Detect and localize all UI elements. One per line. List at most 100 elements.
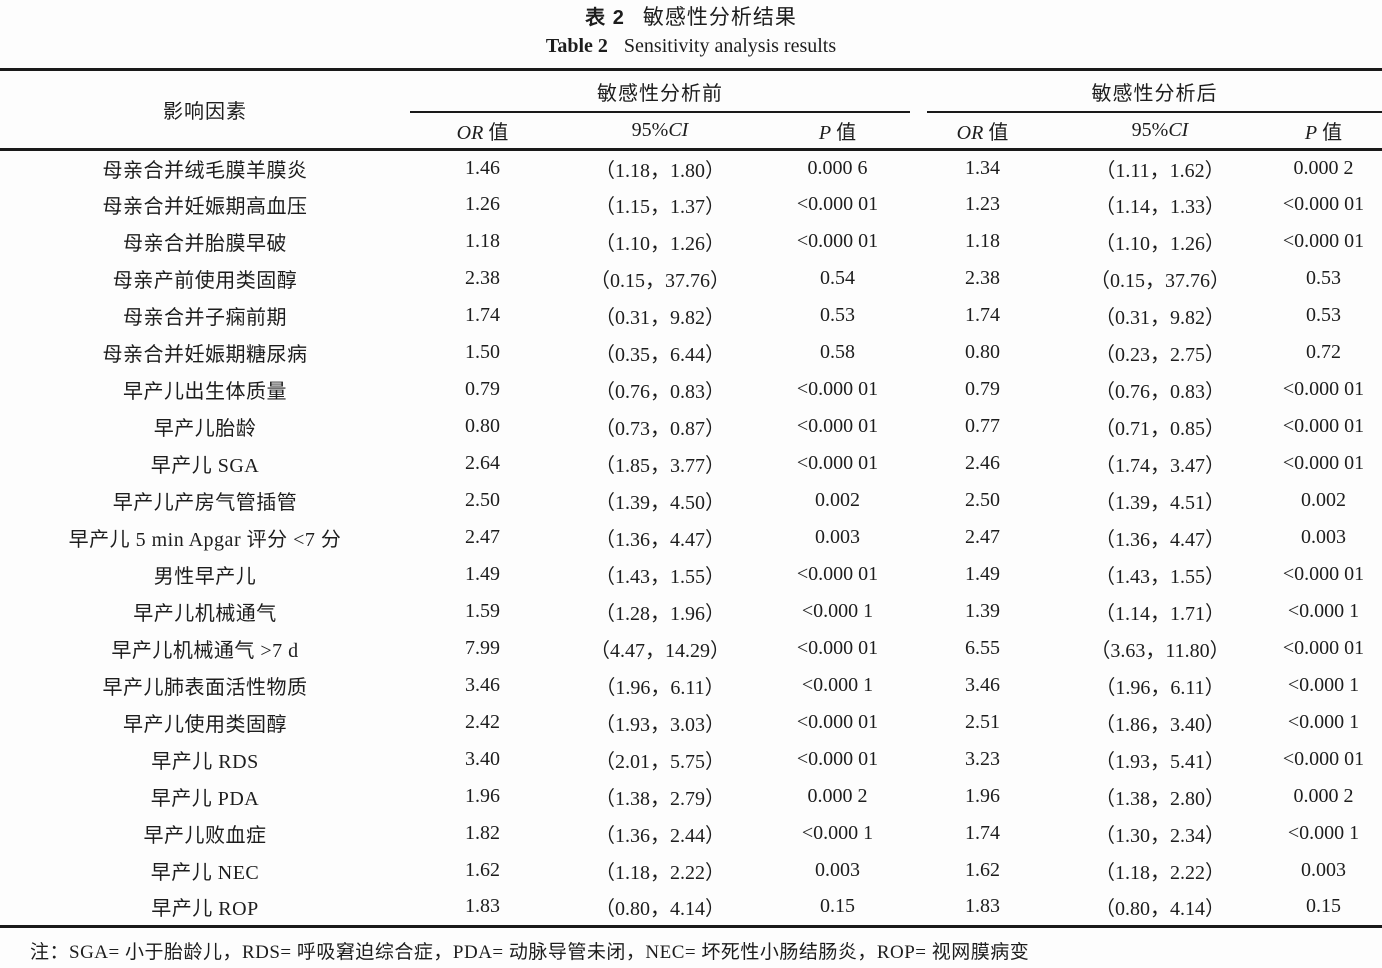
- p-before-cell: <0.000 01: [796, 378, 879, 400]
- or-before-cell: 1.74: [465, 304, 500, 326]
- or-symbol: OR: [956, 121, 984, 144]
- table-row: 早产儿 RDS 3.40 （2.01，5.75） <0.000 01 3.23 …: [0, 741, 1382, 778]
- table-row: 男性早产儿 1.49 （1.43，1.55） <0.000 01 1.49 （1…: [0, 556, 1382, 593]
- factor-cell: 母亲合并妊娠期高血压: [102, 196, 308, 218]
- table-row: 母亲合并胎膜早破 1.18 （1.10，1.26） <0.000 01 1.18…: [0, 223, 1382, 260]
- factor-cell: 早产儿 SGA: [150, 455, 260, 477]
- table-row: 早产儿败血症 1.82 （1.36，2.44） <0.000 1 1.74 （1…: [0, 815, 1382, 852]
- or-before-cell: 2.64: [465, 452, 500, 474]
- table-row: 母亲合并子痫前期 1.74 （0.31，9.82） 0.53 1.74 （0.3…: [0, 297, 1382, 334]
- factor-cell: 早产儿机械通气: [133, 603, 277, 625]
- or-before-cell: 2.50: [465, 489, 500, 511]
- group-header-after: 敏感性分析后: [910, 70, 1382, 113]
- ci-after-cell: （1.36，4.47）: [1095, 529, 1225, 551]
- factor-cell: 早产儿 RDS: [151, 751, 259, 773]
- factor-cell: 早产儿肺表面活性物质: [102, 677, 308, 699]
- ci-before-cell: （0.73，0.87）: [595, 418, 725, 440]
- p-before-cell: <0.000 01: [796, 415, 879, 437]
- factor-cell: 早产儿 NEC: [150, 862, 260, 884]
- p-after-cell: 0.002: [1301, 489, 1347, 511]
- column-header-or-before: OR 值: [410, 113, 555, 151]
- p-after-cell: 0.15: [1265, 889, 1382, 928]
- p-symbol: P: [818, 121, 832, 144]
- ci-after-cell: （1.38，2.80）: [1095, 788, 1225, 810]
- or-before-cell: 1.82: [465, 822, 500, 844]
- or-before-cell: 0.80: [465, 415, 500, 437]
- table-row: 早产儿出生体质量 0.79 （0.76，0.83） <0.000 01 0.79…: [0, 371, 1382, 408]
- ci-after-cell: （0.23，2.75）: [1095, 344, 1225, 366]
- or-after-cell: 1.62: [965, 859, 1000, 881]
- p-after-cell: <0.000 01: [1282, 563, 1365, 585]
- table-header: 影响因素 敏感性分析前 敏感性分析后 OR 值 95%CI P 值 OR 值 9…: [0, 69, 1382, 151]
- or-after-cell: 1.83: [910, 889, 1055, 928]
- factor-cell: 早产儿 5 min Apgar 评分 <7 分: [68, 529, 342, 551]
- table-title-en-text: Sensitivity analysis results: [623, 35, 837, 57]
- factor-cell: 早产儿胎龄: [153, 418, 257, 440]
- ci-before-cell: （1.85，3.77）: [595, 455, 725, 477]
- p-before-cell: <0.000 01: [796, 637, 879, 659]
- p-before-cell: 0.003: [815, 859, 860, 881]
- or-before-cell: 2.47: [465, 526, 500, 548]
- factor-cell: 母亲合并妊娠期糖尿病: [102, 344, 308, 366]
- p-before-cell: 0.53: [820, 304, 855, 326]
- ci-after-cell: （1.74，3.47）: [1095, 455, 1225, 477]
- p-after-cell: 0.003: [1301, 526, 1347, 548]
- ci-after-cell: （1.43，1.55）: [1095, 566, 1225, 588]
- or-after-cell: 1.23: [965, 193, 1000, 215]
- ci-after-cell: （0.71，0.85）: [1095, 418, 1225, 440]
- or-after-cell: 1.39: [965, 600, 1000, 622]
- ci-before-cell: （1.28，1.96）: [595, 603, 725, 625]
- p-word: 值: [1317, 121, 1343, 144]
- ci-after-cell: （1.93，5.41）: [1095, 751, 1225, 773]
- or-after-cell: 1.49: [965, 563, 1000, 585]
- or-after-cell: 3.23: [965, 748, 1000, 770]
- p-after-cell: <0.000 1: [1287, 600, 1360, 622]
- ci-before-cell: （0.35，6.44）: [595, 344, 725, 366]
- ci-before-cell: （0.31，9.82）: [595, 307, 725, 329]
- or-after-cell: 2.50: [965, 489, 1000, 511]
- p-after-cell: 0.53: [1306, 267, 1342, 289]
- ci-before-cell: （0.76，0.83）: [595, 381, 725, 403]
- p-after-cell: <0.000 1: [1287, 674, 1360, 696]
- or-before-cell: 1.46: [465, 156, 500, 179]
- ci-after-cell: （1.14，1.71）: [1095, 603, 1225, 625]
- column-header-p-before: P 值: [765, 113, 910, 151]
- group-header-row: 影响因素 敏感性分析前 敏感性分析后: [0, 69, 1382, 151]
- or-before-cell: 1.62: [465, 859, 500, 881]
- factor-cell: 母亲产前使用类固醇: [112, 270, 298, 292]
- or-after-cell: 0.80: [965, 341, 1000, 363]
- ci-after-cell: （3.63，11.80）: [1090, 640, 1230, 662]
- column-header-p-after: P 值: [1265, 113, 1382, 151]
- column-header-factor: 影响因素: [0, 69, 410, 151]
- ci-after-cell: （1.10，1.26）: [1095, 233, 1225, 255]
- sensitivity-analysis-table: 影响因素 敏感性分析前 敏感性分析后 OR 值 95%CI P 值 OR 值 9…: [0, 68, 1382, 928]
- ci-before-cell: （1.15，1.37）: [595, 196, 725, 218]
- or-after-cell: 2.51: [965, 711, 1000, 733]
- or-before-cell: 1.83: [410, 889, 555, 928]
- group-header-after-label: 敏感性分析后: [927, 71, 1382, 113]
- ci-after-cell: （1.86，3.40）: [1095, 714, 1225, 736]
- ci-before-cell: （1.10，1.26）: [595, 233, 725, 255]
- p-before-cell: 0.000 6: [807, 156, 868, 179]
- or-after-cell: 0.79: [965, 378, 1000, 400]
- sub-header-row: OR 值 95%CI P 值 OR 值 95%CI P 值: [0, 113, 1382, 151]
- ci-before-cell: （0.15，37.76）: [590, 270, 730, 292]
- table-number-zh: 表 2: [585, 7, 625, 29]
- p-before-cell: <0.000 1: [801, 600, 874, 622]
- p-after-cell: 0.003: [1301, 859, 1347, 881]
- or-symbol: OR: [456, 121, 484, 144]
- or-before-cell: 1.49: [465, 563, 500, 585]
- p-after-cell: <0.000 01: [1282, 193, 1365, 215]
- factor-cell: 早产儿 ROP: [0, 889, 410, 928]
- ci-after-cell: （1.11，1.62）: [1095, 159, 1225, 182]
- or-after-cell: 2.38: [965, 267, 1000, 289]
- or-word: 值: [483, 121, 509, 144]
- table-row: 早产儿 PDA 1.96 （1.38，2.79） 0.000 2 1.96 （1…: [0, 778, 1382, 815]
- or-before-cell: 2.42: [465, 711, 500, 733]
- or-before-cell: 1.26: [465, 193, 500, 215]
- ci-symbol: CI: [668, 118, 689, 141]
- p-before-cell: <0.000 01: [796, 193, 879, 215]
- ci-before-cell: （1.93，3.03）: [595, 714, 725, 736]
- ci-number: 95%: [1131, 118, 1169, 141]
